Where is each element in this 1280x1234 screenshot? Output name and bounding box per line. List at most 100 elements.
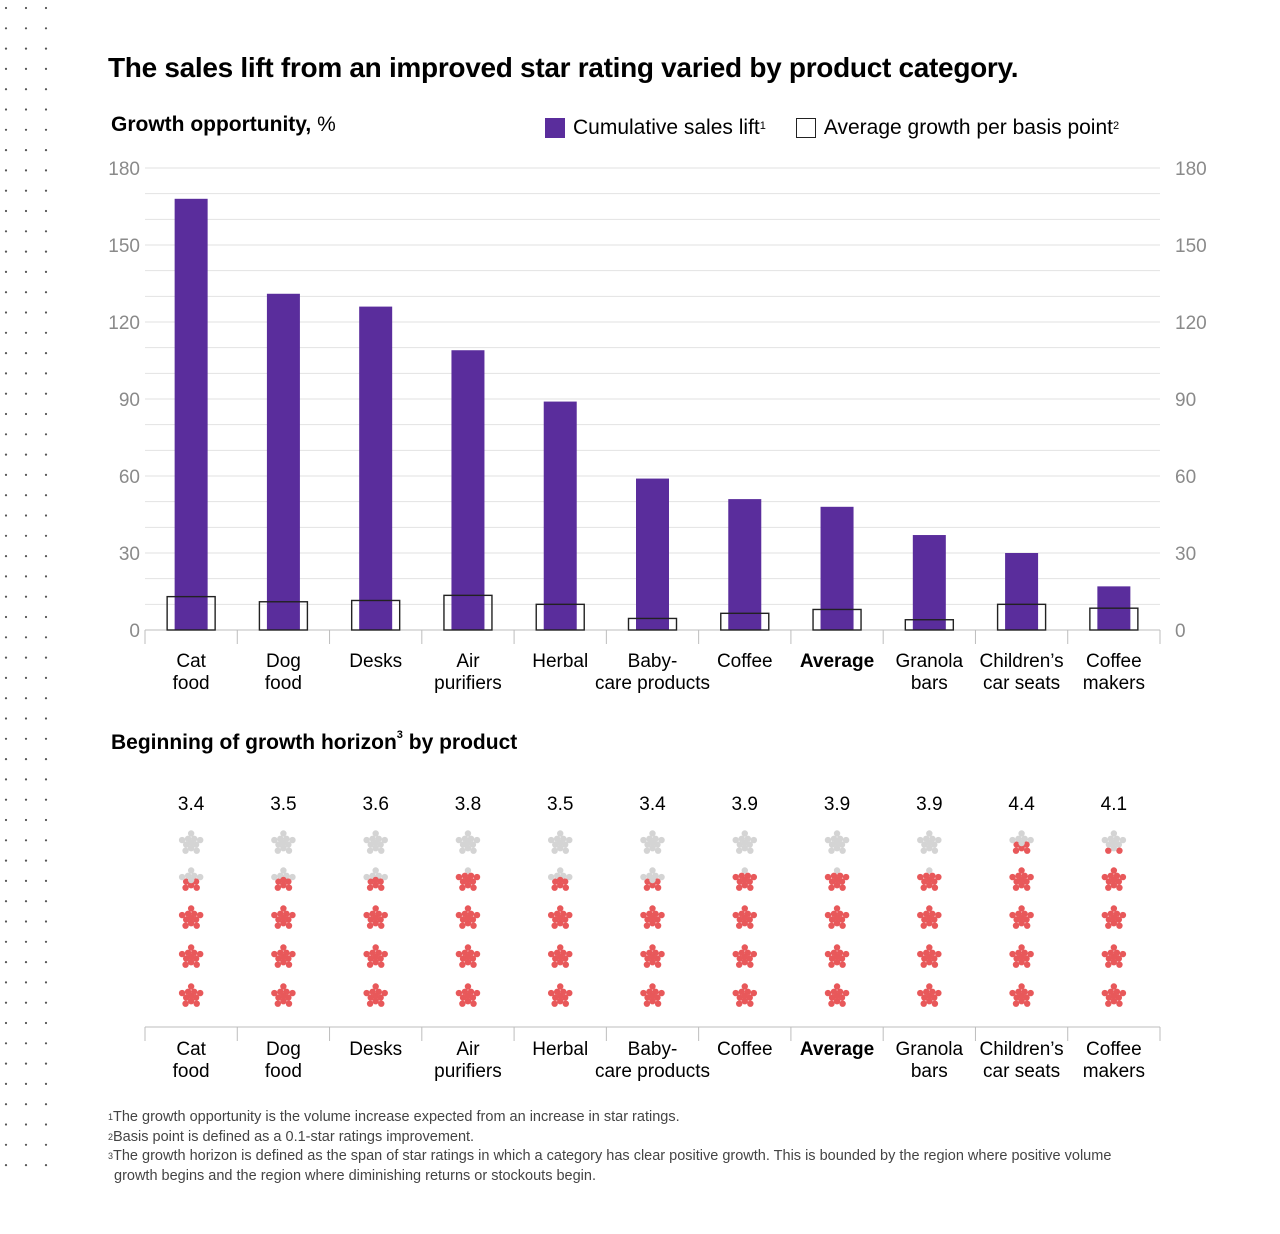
star-dot-filled xyxy=(1101,873,1109,881)
star-dot-filled xyxy=(193,961,200,968)
star-dot-filled xyxy=(741,914,748,922)
star-dot-filled xyxy=(464,876,472,884)
decor-dot xyxy=(4,352,8,355)
star-dot-filled xyxy=(372,920,379,927)
star-dot-filled xyxy=(377,916,384,923)
decor-dot xyxy=(44,981,48,984)
star-dot-filled xyxy=(833,914,841,922)
star-dot-empty xyxy=(920,847,927,854)
star-dot-empty xyxy=(926,867,933,874)
star-dot-filled xyxy=(732,989,739,997)
decor-dot xyxy=(24,636,28,639)
star-dot-filled xyxy=(644,916,651,923)
star-dot-filled xyxy=(931,961,939,968)
star-dot-filled xyxy=(833,920,841,927)
star-dot-filled xyxy=(1110,914,1118,922)
star-dot-filled xyxy=(1013,955,1020,962)
star-dot-filled xyxy=(1110,920,1118,927)
decor-dot xyxy=(4,494,8,497)
star-dot-filled xyxy=(280,876,287,884)
star-dot-filled xyxy=(654,922,662,929)
star-dot-filled xyxy=(1105,955,1113,962)
decor-dot xyxy=(4,88,8,91)
decor-dot xyxy=(44,1062,48,1065)
star-dot-empty xyxy=(649,830,656,837)
star-dot-empty xyxy=(557,867,564,874)
decor-dot xyxy=(4,392,8,395)
footnote-2: 2Basis point is defined as a 0.1-star ra… xyxy=(108,1128,1198,1148)
star-dot-filled xyxy=(187,882,195,889)
star-dot-filled xyxy=(735,961,743,968)
star-dot-filled xyxy=(285,1000,293,1007)
decor-dot xyxy=(24,920,28,923)
star-dot-filled xyxy=(182,884,189,891)
star-dot-empty xyxy=(838,841,846,848)
star-dot-filled xyxy=(178,950,186,958)
star-dot-empty xyxy=(1027,836,1034,844)
star-dot-filled xyxy=(378,1000,385,1007)
star-dot-filled xyxy=(1013,916,1020,923)
star-dot-filled xyxy=(649,983,656,990)
star-dot-filled xyxy=(1018,876,1025,884)
y-tick-label-right: 90 xyxy=(1175,390,1196,411)
star-dot-empty xyxy=(196,836,204,844)
star-dot-filled xyxy=(926,882,933,889)
decor-dot xyxy=(24,1042,28,1045)
star-dot-filled xyxy=(931,878,938,885)
star-dot-filled xyxy=(557,983,564,990)
star-dot-filled xyxy=(367,994,374,1001)
bar-cumulative-sales-lift xyxy=(636,478,669,630)
star-dot-filled xyxy=(1013,878,1020,885)
star-dot-filled xyxy=(562,961,570,968)
star-dot-filled xyxy=(561,878,569,885)
decor-dot xyxy=(44,291,48,294)
star-dot-filled xyxy=(736,916,744,923)
decor-dot xyxy=(4,209,8,213)
decor-dot xyxy=(24,758,28,761)
star-dot-empty xyxy=(547,836,555,844)
x-category-label: Air xyxy=(456,1039,480,1060)
star-dot-filled xyxy=(372,992,379,1000)
star-dot-filled xyxy=(378,961,385,968)
decor-dot xyxy=(44,555,48,558)
star-dot-filled xyxy=(935,873,942,881)
star-dot-filled xyxy=(196,911,204,919)
star-dot-empty xyxy=(381,836,388,844)
decor-dot xyxy=(24,149,28,152)
decor-dot xyxy=(4,128,8,131)
star-dot-filled xyxy=(1110,867,1118,874)
star-dot-filled xyxy=(750,950,758,958)
decor-dot xyxy=(24,798,28,801)
decor-dot xyxy=(44,169,48,172)
star-dot-filled xyxy=(178,911,186,919)
star-dot-filled xyxy=(551,961,558,968)
star-dot-empty xyxy=(654,841,661,848)
star-dot-filled xyxy=(372,998,379,1005)
star-dot-filled xyxy=(274,961,282,968)
decor-dot xyxy=(24,859,28,862)
star-dot-filled xyxy=(644,878,651,885)
star-value-label: 4.4 xyxy=(1008,794,1035,815)
star-dot-filled xyxy=(1105,878,1113,885)
star-dot-empty xyxy=(833,845,841,852)
star-dot-filled xyxy=(828,922,835,929)
star-dot-filled xyxy=(920,1000,927,1007)
star-dot-filled xyxy=(1012,922,1020,929)
star-dot-empty xyxy=(658,836,665,844)
decor-dot xyxy=(24,615,28,619)
footnotes: 1The growth opportunity is the volume in… xyxy=(108,1108,1198,1186)
star-dot-filled xyxy=(271,989,278,997)
decor-dot xyxy=(4,1082,8,1085)
star-dot-filled xyxy=(285,994,292,1001)
x-category-label: Air xyxy=(456,651,480,672)
decor-dot xyxy=(44,6,48,10)
box-avg-growth-per-bp xyxy=(166,595,216,631)
decor-dot xyxy=(44,494,48,497)
decor-dot xyxy=(24,778,28,781)
star-dot-filled xyxy=(470,884,477,891)
footnote-3: 3The growth horizon is defined as the sp… xyxy=(108,1147,1198,1167)
star-dot-filled xyxy=(192,916,200,923)
star-dot-filled xyxy=(372,905,379,912)
star-dot-filled xyxy=(746,955,753,962)
star-dot-empty xyxy=(1018,830,1025,837)
